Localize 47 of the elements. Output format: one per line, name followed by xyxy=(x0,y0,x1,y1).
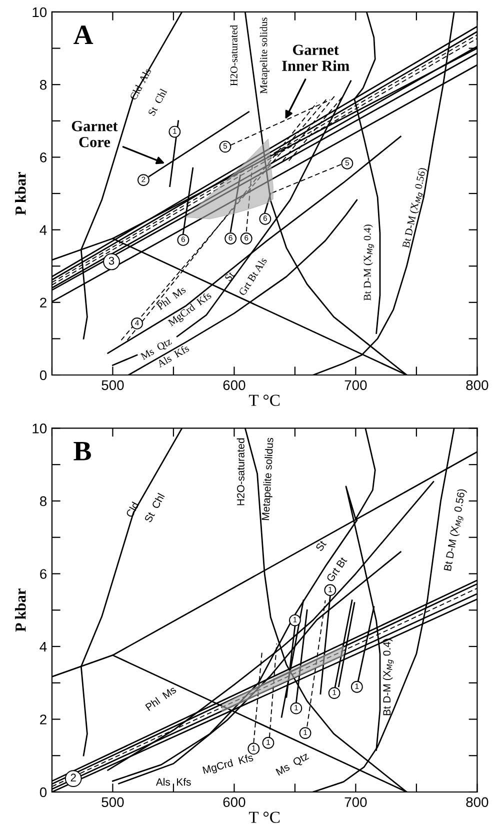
annotation: Bt D-M (X$_{Mg}$ 0.56) xyxy=(402,167,430,249)
y-axis-title: P kbar xyxy=(15,172,26,216)
x-tick-label: 500 xyxy=(102,380,124,390)
annotation: MgCrd Kfs xyxy=(202,753,254,776)
y-tick-label: 8 xyxy=(40,496,47,506)
y-tick-label: 6 xyxy=(40,152,47,162)
annotation: Als Kfs xyxy=(156,778,191,786)
y-tick-label: 4 xyxy=(40,642,47,652)
y-tick-label: 6 xyxy=(40,569,47,579)
annotation: Bt D-M (X$_{Mg}$ 0.4) xyxy=(363,224,374,301)
annotation: St Chl xyxy=(144,492,165,523)
y-tick-label: 0 xyxy=(40,370,47,380)
x-tick-label: 500 xyxy=(102,797,124,808)
y-tick-label: 2 xyxy=(40,714,46,724)
y-tick-label: 0 xyxy=(40,787,47,798)
x-tick-label: 600 xyxy=(223,380,246,390)
x-tick-label: 800 xyxy=(466,380,488,390)
annotation: Phl Ms xyxy=(144,686,177,711)
chart-title: A xyxy=(74,26,94,44)
annotation: Grt Bt xyxy=(326,556,348,582)
x-tick-label: 800 xyxy=(466,797,488,808)
annotation: Grt Bt Als xyxy=(238,256,268,296)
annotation: 2 xyxy=(70,774,76,782)
y-tick-label: 10 xyxy=(32,7,47,18)
annotation: 3 xyxy=(108,256,114,265)
y-tick-label: 2 xyxy=(40,298,46,308)
x-tick-label: 600 xyxy=(223,797,246,808)
annotation: Metapelite solidus xyxy=(260,18,270,94)
annotation: Metapelite solidus xyxy=(261,438,276,520)
x-tick-label: 700 xyxy=(344,797,367,808)
y-axis-title: P kbar xyxy=(15,588,26,632)
annotation: St Chl xyxy=(148,88,168,116)
x-tick-label: 700 xyxy=(344,380,367,390)
annotation: St xyxy=(315,540,327,552)
y-tick-label: 8 xyxy=(40,80,47,90)
annotation: H2O-saturated xyxy=(236,438,244,506)
annotation: Garnet Inner Rim xyxy=(282,44,350,71)
annotation: St xyxy=(224,270,235,282)
annotation: H2O-saturated xyxy=(230,25,238,86)
x-axis-title: T °C xyxy=(248,394,280,406)
annotation: Ms Qtz xyxy=(276,752,310,778)
y-tick-label: 10 xyxy=(32,424,47,434)
annotation: Garnet Core xyxy=(72,120,118,148)
y-tick-label: 4 xyxy=(40,225,47,235)
annotation: Bt D-M (X$_{Mg}$ 0.56) xyxy=(443,488,468,572)
x-axis-title: T °C xyxy=(248,812,280,823)
chart-title: B xyxy=(74,442,91,460)
